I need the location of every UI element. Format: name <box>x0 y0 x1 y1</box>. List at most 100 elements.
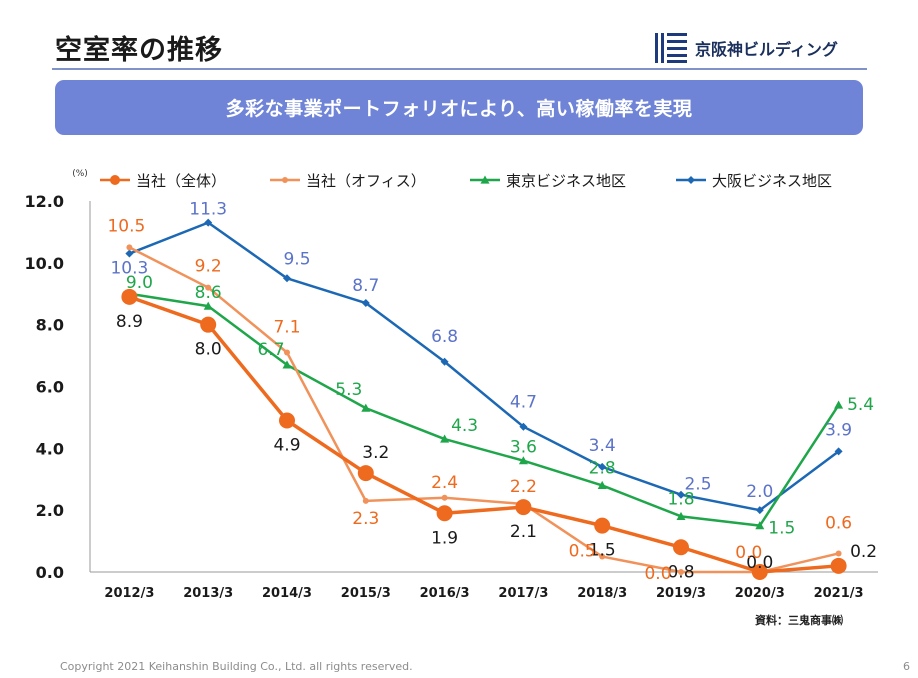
data-point <box>835 550 842 557</box>
data-point <box>834 400 844 409</box>
data-point <box>830 557 847 574</box>
x-tick-label: 2016/3 <box>420 586 470 601</box>
x-tick-label: 2019/3 <box>656 586 706 601</box>
data-point <box>687 176 695 184</box>
series-line <box>129 292 840 527</box>
data-point <box>126 244 133 251</box>
x-tick-label: 2020/3 <box>735 586 785 601</box>
data-label: 10.3 <box>110 259 148 279</box>
data-point <box>284 349 290 356</box>
y-tick-label: 12.0 <box>25 192 64 211</box>
data-point <box>599 553 606 560</box>
x-tick-label: 2021/3 <box>814 586 864 601</box>
data-label: 5.3 <box>335 380 362 400</box>
x-tick-label: 2012/3 <box>104 586 154 601</box>
page-number: 6 <box>903 660 910 673</box>
data-label: 1.9 <box>431 528 458 548</box>
data-label: 8.0 <box>195 340 222 360</box>
legend-label: 東京ビジネス地区 <box>506 172 626 190</box>
data-label: 1.5 <box>589 541 616 561</box>
x-tick-label: 2017/3 <box>498 586 548 601</box>
source-note: 資料：三鬼商事㈱ <box>755 614 843 627</box>
vacancy-rate-chart: 0.0 2.0 4.0 6.0 8.0 10.0 12.0 (%) 2012/3 2013/3 20… <box>25 169 878 601</box>
data-label: 2.3 <box>352 509 379 529</box>
x-tick-label: 2015/3 <box>341 586 391 601</box>
copyright-text: Copyright 2021 Keihanshin Building Co., … <box>60 660 413 673</box>
data-label: 8.6 <box>195 283 222 303</box>
data-point <box>200 316 217 333</box>
brand-name: 京阪神ビルディング <box>695 40 838 59</box>
data-label: 3.6 <box>510 438 537 458</box>
x-tick-label: 2018/3 <box>577 586 627 601</box>
series-line <box>128 246 839 574</box>
data-point <box>834 447 843 456</box>
data-label: 0.5 <box>569 542 596 562</box>
data-point <box>755 506 764 515</box>
data-point <box>441 494 448 501</box>
data-point <box>480 175 490 184</box>
data-point <box>440 434 450 443</box>
data-point <box>357 465 374 482</box>
series-line <box>128 295 839 574</box>
data-label: 4.9 <box>273 436 300 456</box>
y-tick-label: 10.0 <box>25 254 64 273</box>
data-label: 7.1 <box>273 317 300 337</box>
data-label: 2.4 <box>431 473 458 493</box>
data-point <box>519 422 528 431</box>
data-label: 2.0 <box>746 482 773 502</box>
data-label: 9.2 <box>195 257 222 277</box>
data-point <box>755 521 765 530</box>
data-point <box>110 175 120 185</box>
data-point <box>125 249 134 258</box>
data-label: 3.9 <box>825 420 852 440</box>
data-label: 9.5 <box>283 249 310 269</box>
data-point <box>205 284 212 291</box>
data-point <box>440 357 449 366</box>
data-label: 0.6 <box>825 513 852 533</box>
legend-label: 当社（オフィス） <box>306 172 426 190</box>
data-label: 5.4 <box>847 395 874 415</box>
x-tick-label: 2014/3 <box>262 586 312 601</box>
data-point <box>677 490 685 499</box>
headline-banner: 多彩な事業ポートフォリオにより、高い稼働率を実現 <box>55 80 863 135</box>
series-line <box>128 221 840 512</box>
data-point <box>597 480 607 490</box>
data-label: 11.3 <box>189 200 227 220</box>
y-tick-label: 4.0 <box>36 439 64 458</box>
data-point <box>751 564 768 580</box>
data-label: 1.8 <box>667 489 694 509</box>
y-unit-label: (%) <box>72 169 88 179</box>
data-point <box>283 274 291 283</box>
title-divider <box>52 68 867 70</box>
data-label: 2.5 <box>684 475 711 495</box>
data-point <box>282 177 288 183</box>
data-label: 0.0 <box>644 564 671 584</box>
data-point <box>676 511 686 520</box>
data-label: 9.0 <box>126 273 153 293</box>
brand-logo: 京阪神ビルディング <box>655 32 838 64</box>
data-label: 4.3 <box>451 416 478 436</box>
data-label: 6.7 <box>257 340 284 360</box>
x-tick-label: 2013/3 <box>183 586 233 601</box>
building-logo-icon <box>655 33 687 63</box>
data-label: 3.2 <box>362 443 389 463</box>
data-point <box>362 497 369 504</box>
data-label: 8.9 <box>116 312 143 332</box>
y-tick-label: 0.0 <box>36 563 64 582</box>
y-tick-label: 6.0 <box>36 378 64 397</box>
data-point <box>598 462 607 471</box>
data-label: 10.5 <box>107 216 145 236</box>
data-label: 2.2 <box>510 477 537 497</box>
data-point <box>361 299 370 308</box>
data-label: 0.0 <box>735 543 762 563</box>
data-label: 0.2 <box>850 542 877 562</box>
data-label: 0.8 <box>667 562 694 582</box>
data-label: 8.7 <box>352 276 379 296</box>
legend-label: 大阪ビジネス地区 <box>712 172 832 190</box>
data-point <box>518 456 528 465</box>
data-point <box>515 499 532 516</box>
data-label: 6.8 <box>431 327 458 347</box>
data-point <box>673 539 689 556</box>
data-point <box>594 517 611 534</box>
data-label: 1.5 <box>768 519 795 539</box>
